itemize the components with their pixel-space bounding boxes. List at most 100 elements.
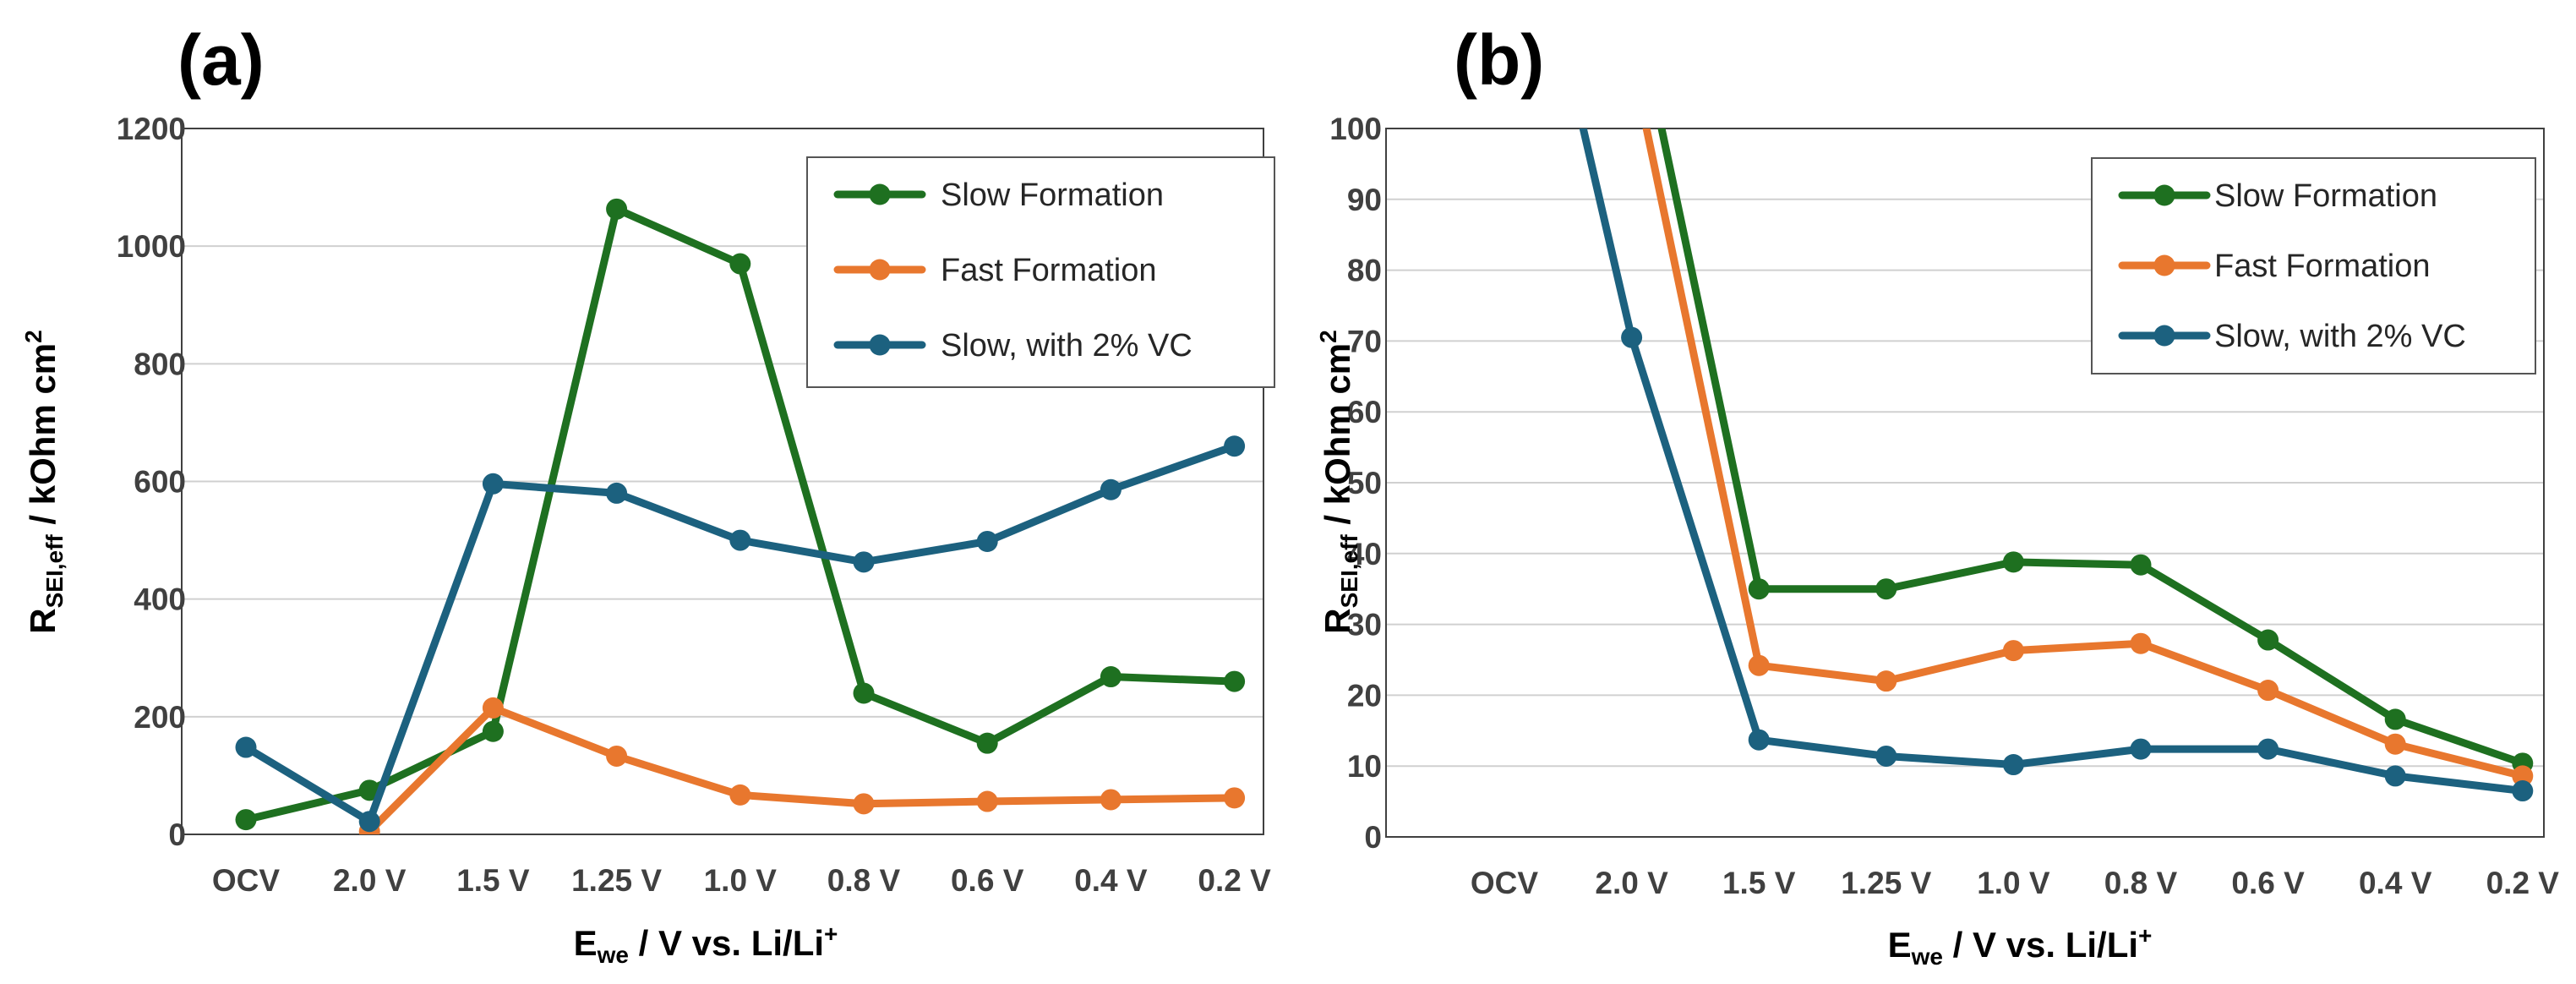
data-point-slow — [482, 720, 504, 742]
data-point-vc — [1748, 729, 1770, 751]
x-tick-label: 0.6 V — [951, 863, 1024, 898]
data-point-fast — [1875, 670, 1897, 692]
data-point-slow — [1875, 578, 1897, 600]
x-tick-label: 1.25 V — [1841, 866, 1931, 900]
data-point-vc — [853, 551, 875, 573]
data-point-vc — [976, 530, 998, 552]
data-point-fast — [1748, 654, 1770, 676]
data-point-slow — [976, 732, 998, 754]
y-tick-label: 30 — [1347, 608, 1382, 642]
series-line-fast — [1642, 128, 2527, 780]
data-point-fast — [2257, 680, 2279, 702]
legend-marker-slow — [2153, 184, 2175, 206]
data-point-vc — [606, 482, 628, 504]
data-point-fast — [482, 697, 504, 719]
data-point-vc — [2384, 765, 2406, 787]
legend-label-fast: Fast Formation — [941, 253, 1157, 288]
x-tick-label: 1.0 V — [704, 863, 778, 898]
x-tick-label: 1.0 V — [1977, 866, 2050, 900]
panel-label: (b) — [1454, 20, 1544, 100]
legend-marker-fast — [2153, 254, 2175, 276]
y-tick-label: 0 — [1364, 820, 1382, 855]
x-tick-label: 1.5 V — [456, 863, 530, 898]
data-point-fast — [1621, 47, 1642, 68]
x-tick-label: 0.4 V — [2359, 866, 2432, 900]
data-point-fast — [2512, 765, 2534, 787]
data-point-slow — [1748, 578, 1770, 600]
data-point-vc — [1875, 745, 1897, 767]
data-point-fast — [1100, 789, 1122, 811]
y-tick-label: 80 — [1347, 254, 1382, 288]
data-point-vc — [1224, 435, 1246, 457]
y-tick-label: 40 — [1347, 537, 1382, 571]
data-point-vc — [2002, 754, 2024, 776]
y-tick-label: 50 — [1347, 466, 1382, 500]
data-point-vc — [358, 811, 380, 833]
data-point-fast — [976, 790, 998, 812]
x-tick-label: 0.4 V — [1074, 863, 1148, 898]
data-point-slow — [606, 198, 628, 220]
legend-label-slow: Slow Formation — [2214, 178, 2437, 214]
y-tick-label: 600 — [134, 465, 186, 500]
data-point-vc — [482, 473, 504, 495]
x-tick-label: 2.0 V — [1595, 866, 1668, 900]
series-group — [235, 198, 1246, 834]
x-tick-label: 1.25 V — [571, 863, 662, 898]
data-point-vc — [2257, 738, 2279, 760]
data-point-slow — [2257, 629, 2279, 651]
legend-label-vc: Slow, with 2% VC — [2214, 319, 2466, 354]
legend-label-fast: Fast Formation — [2214, 249, 2431, 284]
series-line-vc — [1579, 128, 2527, 795]
y-tick-label: 1000 — [117, 229, 186, 264]
x-tick-label: 0.8 V — [2104, 866, 2178, 900]
data-point-slow — [2002, 551, 2024, 573]
y-tick-label: 100 — [1329, 112, 1382, 146]
y-axis-title: RSEI,eff / kOhm cm2 — [1315, 330, 1362, 633]
data-point-fast — [2384, 733, 2406, 755]
legend-marker-vc — [2153, 325, 2175, 347]
data-point-fast — [2002, 640, 2024, 662]
data-point-slow — [2130, 554, 2152, 576]
panel-label: (a) — [177, 20, 265, 100]
series-line-fast — [365, 703, 1239, 834]
data-point-slow — [2384, 708, 2406, 730]
data-point-fast — [729, 784, 751, 806]
plot-frame — [181, 128, 1264, 835]
legend-marker-vc — [869, 334, 891, 356]
data-point-vc — [2130, 738, 2152, 760]
y-tick-label: 10 — [1347, 749, 1382, 784]
chart-panel-b: (b) 0 10 20 30 40 50 60 70 80 90 100 OCV 2.0 V 1.5 V 1.… — [1315, 20, 2560, 970]
series-line-vc — [242, 442, 1239, 826]
data-point-fast — [606, 745, 628, 767]
y-tick-label: 70 — [1347, 324, 1382, 358]
data-point-vc — [1621, 326, 1643, 348]
legend-marker-slow — [869, 183, 891, 205]
y-tick-label: 400 — [134, 582, 186, 617]
y-tick-label: 1200 — [117, 112, 186, 146]
x-tick-label: 0.8 V — [827, 863, 901, 898]
data-point-slow — [235, 809, 257, 831]
x-tick-label: 0.2 V — [1198, 863, 1271, 898]
y-tick-label: 800 — [134, 347, 186, 381]
plot-frame — [1385, 128, 2545, 838]
y-axis-title: RSEI,eff / kOhm cm2 — [20, 330, 68, 633]
x-tick-label: OCV — [212, 863, 281, 898]
legend-label-vc: Slow, with 2% VC — [941, 328, 1192, 364]
x-axis-title: Ewe / V vs. Li/Li+ — [574, 921, 838, 968]
x-tick-label: OCV — [1471, 866, 1539, 900]
data-point-vc — [2512, 780, 2534, 802]
legend-marker-fast — [869, 259, 891, 281]
data-point-fast — [2130, 632, 2152, 654]
data-point-slow — [729, 253, 751, 275]
x-tick-label: 0.2 V — [2486, 866, 2560, 900]
data-point-fast — [1224, 787, 1246, 809]
y-tick-label: 60 — [1347, 395, 1382, 429]
data-point-slow — [1100, 666, 1122, 688]
series-line-slow — [1657, 128, 2527, 768]
data-point-fast — [853, 793, 875, 815]
data-point-slow — [853, 682, 875, 704]
y-tick-label: 90 — [1347, 183, 1382, 217]
legend-label-slow: Slow Formation — [941, 178, 1164, 213]
